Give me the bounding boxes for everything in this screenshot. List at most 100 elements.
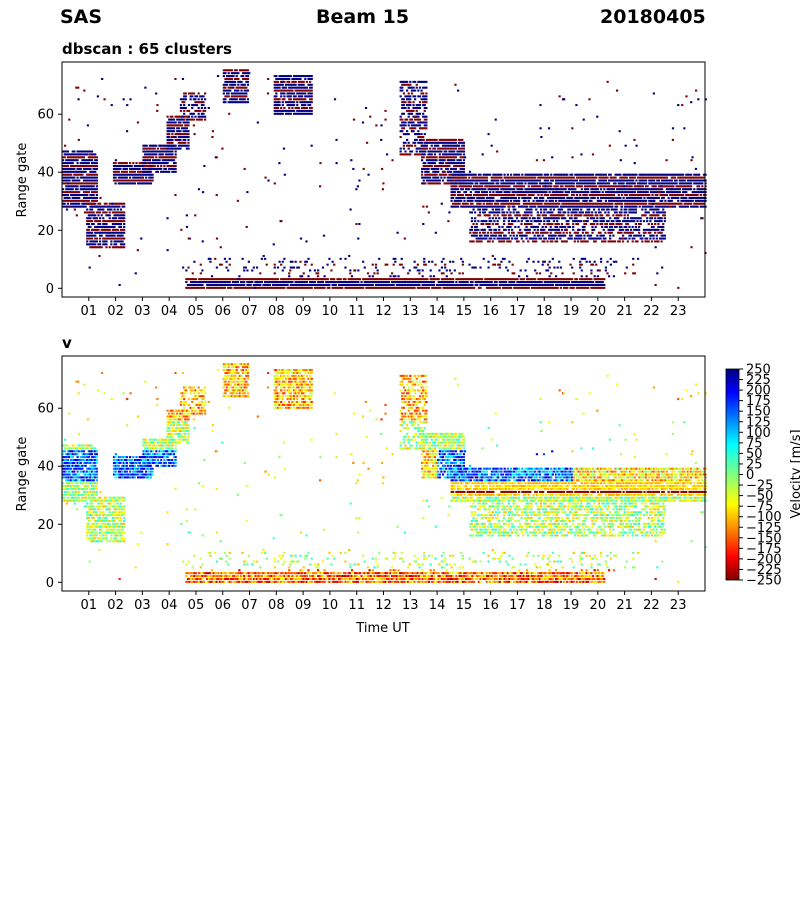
cluster-cell: [432, 170, 435, 173]
cluster-cell: [626, 231, 629, 234]
cluster-cell: [195, 118, 199, 121]
cluster-cell: [691, 191, 694, 194]
cluster-cell: [582, 179, 585, 182]
cluster-cell: [497, 191, 500, 194]
cluster-cell: [451, 138, 454, 141]
cluster-cell: [549, 231, 552, 234]
cluster-cell: [432, 150, 435, 153]
cluster-cell: [81, 162, 84, 165]
cluster-cell: [673, 205, 677, 208]
cluster-cell: [498, 228, 501, 231]
cluster-cell: [514, 202, 517, 205]
cluster-cell: [168, 141, 171, 144]
cluster-cell: [577, 196, 580, 199]
cluster-cell: [402, 124, 405, 127]
cluster-cell: [628, 188, 632, 191]
cluster-cell: [422, 150, 425, 153]
cluster-cell: [477, 237, 480, 240]
cluster-cell: [246, 101, 250, 104]
cluster-cell: [670, 173, 673, 176]
cluster-cell: [648, 188, 651, 191]
cluster-cell: [625, 228, 628, 231]
cluster-cell: [633, 191, 636, 194]
cluster-cell: [161, 162, 164, 165]
cluster-cell: [628, 191, 632, 194]
cluster-cell: [509, 225, 512, 228]
cluster-cell: [450, 176, 453, 179]
cluster-cell: [225, 92, 229, 95]
cluster-cell: [300, 75, 304, 78]
cluster-cell: [657, 179, 661, 182]
cluster-cell: [66, 202, 70, 205]
cluster-panel-data: [62, 69, 707, 289]
cluster-cell: [636, 196, 640, 199]
cluster-cell: [192, 118, 195, 121]
cluster-cell: [453, 173, 456, 176]
cluster-cell: [151, 179, 154, 182]
cluster-cell: [225, 278, 228, 281]
cluster-cell: [304, 109, 307, 112]
cluster-cell: [591, 188, 595, 191]
cluster-cell: [309, 98, 312, 101]
cluster-cell: [424, 162, 427, 165]
cluster-cell: [616, 179, 619, 182]
cluster-cell: [489, 185, 492, 188]
cluster-cell: [704, 194, 707, 197]
cluster-cell: [632, 196, 635, 199]
cluster-cell: [509, 196, 513, 199]
cluster-cell: [246, 83, 250, 86]
cluster-cell: [607, 231, 610, 234]
cluster-cell: [593, 228, 596, 231]
cluster-cell: [179, 133, 182, 136]
cluster-cell: [180, 133, 184, 136]
cluster-cell: [199, 95, 202, 98]
cluster-cell: [169, 164, 172, 168]
cluster-cell: [448, 179, 451, 182]
cluster-cell: [648, 179, 651, 182]
cluster-cell: [494, 217, 498, 220]
cluster-cell: [698, 176, 701, 179]
cluster-cell: [186, 283, 190, 286]
cluster-cell: [433, 182, 437, 185]
cluster-cell: [513, 202, 516, 205]
cluster-cell: [556, 214, 559, 217]
cluster-cell: [407, 98, 410, 101]
cluster-cell: [275, 104, 278, 107]
cluster-cell: [153, 153, 156, 156]
cluster-cell: [425, 164, 429, 168]
cluster-cell: [86, 173, 89, 176]
cluster-cell: [309, 106, 312, 109]
cluster-cell: [491, 234, 494, 237]
cluster-cell: [94, 202, 97, 205]
cluster-cell: [528, 217, 531, 220]
cluster-cell: [677, 191, 680, 194]
cluster-cell: [546, 202, 550, 205]
cluster-cell: [546, 217, 549, 220]
cluster-cell: [260, 281, 264, 284]
cluster-cell: [102, 220, 105, 223]
cluster-cell: [116, 228, 119, 231]
cluster-cell: [135, 164, 138, 168]
cluster-cell: [615, 220, 618, 223]
cluster-cell: [245, 75, 248, 78]
cluster-cell: [237, 101, 240, 104]
cluster-cell: [194, 109, 197, 112]
cluster-cell: [611, 199, 614, 202]
cluster-cell: [268, 281, 272, 284]
cluster-cell: [415, 118, 418, 121]
cluster-cell: [489, 199, 492, 202]
cluster-cell: [76, 196, 79, 199]
cluster-cell: [662, 191, 665, 194]
cluster-cell: [543, 240, 546, 243]
cluster-cell: [479, 176, 482, 179]
cluster-cell: [111, 205, 115, 208]
cluster-cell: [610, 240, 613, 243]
cluster-cell: [291, 86, 294, 89]
cluster-cell: [399, 124, 402, 127]
cluster-cell: [683, 188, 686, 191]
cluster-cell: [103, 211, 107, 214]
cluster-cell: [586, 217, 589, 220]
cluster-cell: [65, 185, 68, 188]
cluster-cell: [158, 167, 161, 170]
